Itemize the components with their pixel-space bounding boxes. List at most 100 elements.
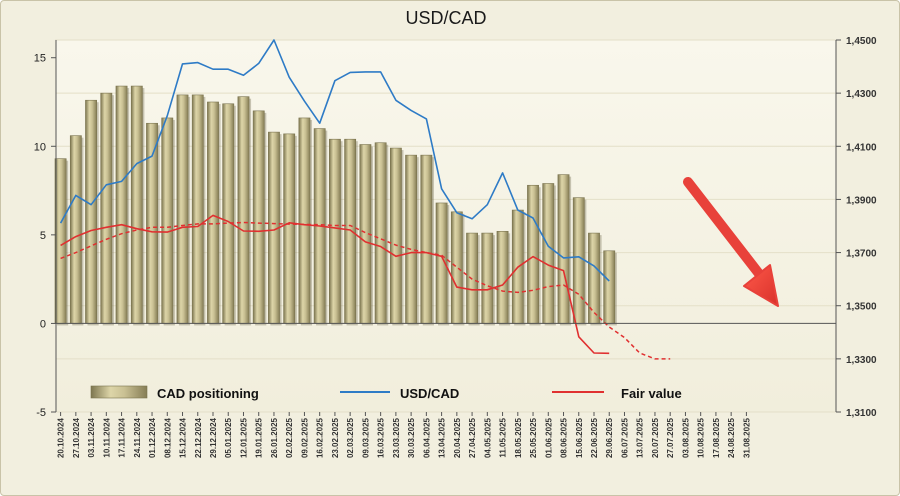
series-line bbox=[60, 214, 610, 355]
bar bbox=[207, 101, 219, 324]
x-tick-label: 17.08.2025 bbox=[712, 417, 721, 458]
x-tick-label: 11.05.2025 bbox=[499, 417, 508, 457]
x-tick-label: 09.03.2025 bbox=[361, 417, 370, 458]
x-tick-label: 20.10.2024 bbox=[57, 417, 66, 458]
bar bbox=[588, 232, 600, 324]
x-tick-label: 20.07.2025 bbox=[651, 417, 660, 458]
x-tick-label: 09.02.2025 bbox=[300, 417, 309, 458]
bar bbox=[374, 142, 387, 324]
x-tick-label: 10.11.2024 bbox=[102, 417, 111, 457]
axes: 15 10 5 0 -5 1,4500 1,4300 1,4100 1,3900 1,3700 1,… bbox=[34, 36, 877, 458]
bar bbox=[191, 94, 204, 324]
x-tick-label: 17.11.2024 bbox=[118, 417, 127, 457]
x-tick-label: 15.06.2025 bbox=[575, 417, 584, 458]
x-tick-label: 27.07.2025 bbox=[666, 417, 675, 458]
legend-swatch-cad-positioning bbox=[90, 385, 148, 399]
bar bbox=[298, 117, 311, 324]
x-tick-label: 03.08.2025 bbox=[681, 417, 690, 458]
x-tick-label: 24.08.2025 bbox=[727, 417, 736, 458]
bar bbox=[603, 250, 616, 324]
bar bbox=[237, 96, 250, 324]
bar bbox=[481, 232, 494, 324]
bar bbox=[572, 197, 585, 324]
x-tick-label: 23.02.2025 bbox=[331, 417, 340, 458]
left-tick-label: -5 bbox=[36, 407, 46, 419]
bar bbox=[222, 103, 235, 324]
x-tick-label: 13.04.2025 bbox=[438, 417, 447, 458]
x-tick-label: 30.03.2025 bbox=[407, 417, 416, 458]
x-tick-label: 08.12.2024 bbox=[163, 417, 172, 458]
trend-arrow bbox=[683, 177, 779, 307]
bar bbox=[115, 85, 128, 324]
bar bbox=[85, 99, 97, 324]
x-tick-label: 29.12.2024 bbox=[209, 417, 218, 458]
x-tick-label: 13.07.2025 bbox=[636, 417, 645, 458]
bar bbox=[344, 138, 357, 324]
x-tick-label: 22.06.2025 bbox=[590, 417, 599, 458]
bar bbox=[283, 133, 296, 324]
x-tick-label: 01.12.2024 bbox=[148, 417, 157, 458]
x-tick-label: 02.03.2025 bbox=[346, 417, 355, 458]
bar bbox=[161, 117, 174, 324]
x-tick-label: 27.10.2024 bbox=[72, 417, 81, 458]
right-tick-label: 1,3300 bbox=[846, 355, 877, 366]
right-tick-label: 1,3900 bbox=[846, 195, 877, 206]
x-tick-label: 19.01.2025 bbox=[255, 417, 264, 458]
bar bbox=[329, 138, 341, 324]
x-tick-label: 05.01.2025 bbox=[224, 417, 233, 458]
bar bbox=[100, 92, 113, 324]
bar bbox=[496, 231, 509, 324]
x-tick-label: 16.03.2025 bbox=[377, 417, 386, 458]
chart-title: USD/CAD bbox=[405, 8, 486, 28]
x-tick-label: 02.02.2025 bbox=[285, 417, 294, 458]
x-tick-label: 16.02.2025 bbox=[316, 417, 325, 458]
right-tick-label: 1,4100 bbox=[846, 142, 877, 153]
bar bbox=[54, 158, 67, 324]
bar bbox=[527, 184, 539, 324]
x-tick-label: 31.08.2025 bbox=[742, 417, 751, 458]
x-tick-label: 08.06.2025 bbox=[560, 417, 569, 458]
x-tick-label: 23.03.2025 bbox=[392, 417, 401, 458]
bar bbox=[176, 94, 189, 324]
x-tick-label: 04.05.2025 bbox=[483, 417, 492, 458]
bar bbox=[420, 154, 433, 324]
x-tick-label: 20.04.2025 bbox=[453, 417, 462, 458]
x-tick-label: 25.05.2025 bbox=[529, 417, 538, 458]
bar bbox=[252, 110, 265, 324]
x-tick-label: 10.08.2025 bbox=[697, 417, 706, 458]
bar bbox=[389, 147, 402, 324]
bar bbox=[69, 135, 82, 324]
bar bbox=[130, 85, 143, 324]
x-tick-label: 22.12.2024 bbox=[194, 417, 203, 458]
x-tick-label: 06.07.2025 bbox=[620, 417, 629, 458]
left-tick-label: 10 bbox=[34, 141, 46, 153]
lines bbox=[59, 39, 671, 360]
x-tick-label: 15.12.2024 bbox=[179, 417, 188, 458]
x-tick-label: 24.11.2024 bbox=[133, 417, 142, 457]
x-tick-label: 26.01.2025 bbox=[270, 417, 279, 458]
x-tick-label: 18.05.2025 bbox=[514, 417, 523, 458]
bar bbox=[146, 122, 158, 324]
bar bbox=[542, 183, 555, 324]
legend: CAD positioning USD/CAD Fair value bbox=[90, 385, 682, 401]
bar bbox=[557, 174, 570, 324]
right-tick-label: 1,3700 bbox=[846, 249, 877, 260]
x-tick-label: 12.01.2025 bbox=[239, 417, 248, 458]
legend-label-usdcad: USD/CAD bbox=[400, 386, 459, 401]
right-tick-label: 1,3500 bbox=[846, 302, 877, 313]
series-line bbox=[60, 221, 671, 360]
right-tick-label: 1,3100 bbox=[846, 408, 877, 419]
x-tick-label: 03.11.2024 bbox=[87, 417, 96, 457]
left-tick-label: 5 bbox=[40, 230, 46, 242]
right-tick-label: 1,4300 bbox=[846, 89, 877, 100]
legend-label-fair-value: Fair value bbox=[621, 386, 682, 401]
bar bbox=[450, 211, 463, 324]
legend-label-cad-positioning: CAD positioning bbox=[157, 386, 259, 401]
x-tick-label: 27.04.2025 bbox=[468, 417, 477, 458]
x-tick-label: 01.06.2025 bbox=[544, 417, 553, 458]
x-tick-label: 06.04.2025 bbox=[422, 417, 431, 458]
left-tick-label: 15 bbox=[34, 53, 46, 65]
left-tick-label: 0 bbox=[40, 318, 46, 330]
series-line bbox=[59, 39, 610, 282]
